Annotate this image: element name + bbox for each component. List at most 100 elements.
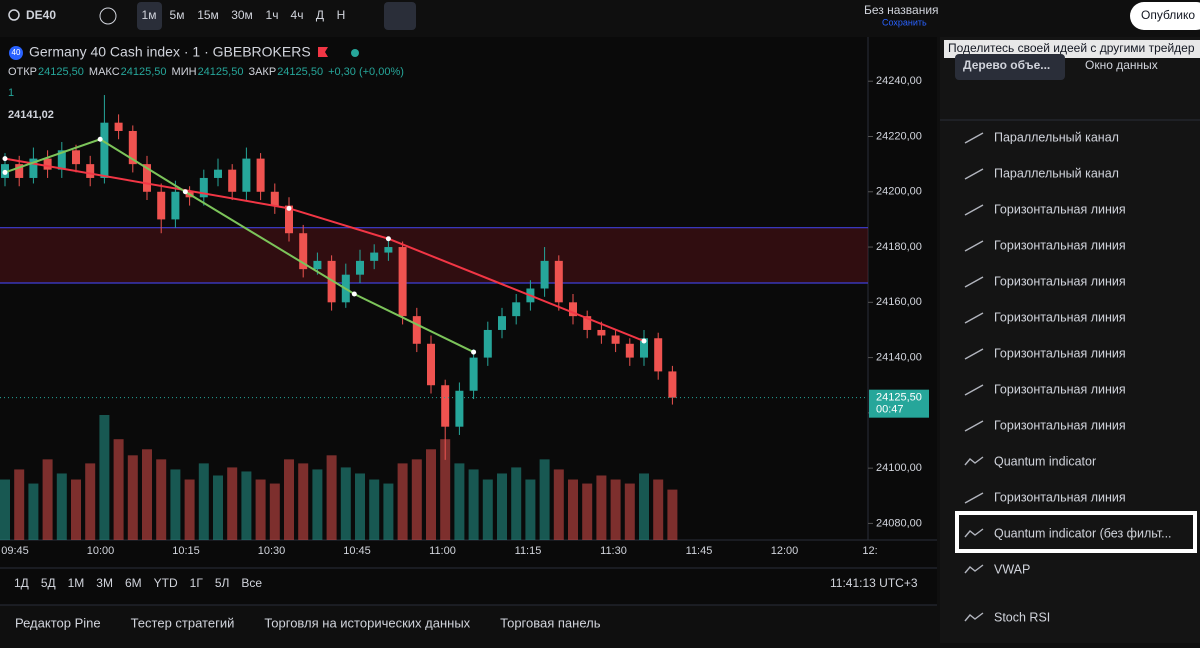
interval[interactable]: 1м <box>142 8 157 22</box>
object-item[interactable]: Горизонтальная линия <box>994 346 1126 360</box>
candle-body <box>114 122 123 131</box>
candle-body <box>498 316 506 330</box>
bottom-tab[interactable]: Торговля на исторических данных <box>264 615 470 630</box>
range[interactable]: 3М <box>96 576 113 590</box>
candle-body <box>654 338 663 372</box>
object-item[interactable]: Горизонтальная линия <box>994 490 1126 504</box>
volume-bar <box>440 439 451 540</box>
item-icon <box>964 564 984 574</box>
anchor <box>286 205 292 211</box>
interval[interactable]: Н <box>337 8 346 22</box>
publish-btn[interactable] <box>1130 2 1200 30</box>
range[interactable]: YTD <box>154 576 178 590</box>
range[interactable]: 1М <box>68 576 85 590</box>
object-item[interactable]: Горизонтальная линия <box>994 418 1126 432</box>
panel-tab[interactable]: Дерево объе... <box>963 58 1050 72</box>
candle-body <box>228 169 237 192</box>
candle-body <box>270 191 279 206</box>
layout-name[interactable]: Без названия <box>864 3 939 17</box>
range[interactable]: 1Д <box>14 576 29 590</box>
object-item[interactable]: Параллельный канал <box>994 166 1119 180</box>
x-tick-label: 12:00 <box>771 545 799 557</box>
x-tick-label: 11:30 <box>600 545 627 557</box>
volume-bar <box>639 473 649 540</box>
candle-body <box>668 371 677 398</box>
volume-bar <box>170 469 181 540</box>
range[interactable]: 5Д <box>41 576 56 590</box>
range[interactable]: 1Г <box>190 576 204 590</box>
object-item[interactable]: Горизонтальная линия <box>994 310 1126 324</box>
anchor <box>2 169 8 175</box>
object-item[interactable]: Quantum indicator <box>994 454 1096 468</box>
search-icon[interactable] <box>8 9 20 21</box>
volume-bar <box>624 483 635 540</box>
y-tick-label: 24100,00 <box>876 462 922 474</box>
volume-bar <box>213 475 223 540</box>
volume-bar <box>511 467 522 540</box>
y-tick-label: 24240,00 <box>876 75 922 87</box>
volume-bar <box>42 459 53 540</box>
object-item[interactable]: Параллельный канал <box>994 130 1119 144</box>
chart-bg <box>0 37 937 605</box>
add-icon[interactable] <box>99 7 117 25</box>
object-item[interactable]: VWAP <box>994 562 1030 576</box>
ohlc-label: ЗАКР <box>248 66 276 78</box>
volume-bar <box>127 455 138 540</box>
candle-body <box>299 233 308 270</box>
candle-body <box>569 302 577 317</box>
volume-bar <box>113 439 124 540</box>
indicator-value: 24141,02 <box>8 109 54 121</box>
save[interactable]: Сохранить <box>882 17 927 27</box>
tooltip: Поделитесь своей идеей с другими трейдер <box>948 41 1195 55</box>
item-icon <box>964 456 984 466</box>
flag[interactable] <box>318 47 328 57</box>
x-tick-label: 09:45 <box>1 545 29 557</box>
interval[interactable]: 5м <box>170 8 185 22</box>
ohlc-label: МИН <box>172 66 197 78</box>
volume-bar <box>156 459 167 540</box>
object-item[interactable]: Горизонтальная линия <box>994 274 1126 288</box>
volume-bar <box>596 475 607 540</box>
badge-text: 40 <box>12 48 21 57</box>
y-tick-label: 24200,00 <box>876 186 922 198</box>
panel-tab[interactable]: Окно данных <box>1085 58 1158 72</box>
publish[interactable]: Опублико <box>1141 8 1195 22</box>
volume-bar <box>298 463 309 540</box>
bottom-tab[interactable]: Редактор Pine <box>15 615 101 630</box>
interval[interactable]: 4ч <box>291 8 304 22</box>
tab-active[interactable] <box>955 54 1065 80</box>
item-icon <box>964 312 984 324</box>
object-item[interactable]: Stoch RSI <box>994 610 1050 624</box>
indicator: 1 <box>8 87 14 99</box>
item-icon <box>964 204 984 216</box>
zone <box>0 227 868 283</box>
candle-body <box>100 122 109 178</box>
volume-bar <box>497 473 507 540</box>
range[interactable]: Все <box>241 576 262 590</box>
x-tick-label: 10:15 <box>172 545 200 557</box>
range[interactable]: 5Л <box>215 576 230 590</box>
range[interactable]: 6М <box>125 576 142 590</box>
object-item[interactable]: Горизонтальная линия <box>994 382 1126 396</box>
bottom-tab[interactable]: Торговая панель <box>500 615 601 630</box>
volume-bar <box>198 463 209 540</box>
object-item[interactable]: Quantum indicator (без фильт... <box>994 526 1172 540</box>
volume-bar <box>383 483 394 540</box>
volume-bar <box>653 479 664 540</box>
interval[interactable]: 30м <box>231 8 253 22</box>
candle-body <box>540 260 549 289</box>
candle-body <box>625 343 634 358</box>
bottom-tab[interactable]: Тестер стратегий <box>131 615 235 630</box>
ohlc-label: ОТКР <box>8 66 37 78</box>
ohlc-value: 24125,50 <box>121 66 167 78</box>
interval[interactable]: Д <box>316 8 324 22</box>
object-item[interactable]: Горизонтальная линия <box>994 238 1126 252</box>
ohlc-value: 24125,50 <box>277 66 323 78</box>
symbol[interactable]: DE40 <box>26 8 56 22</box>
chart-type-bg[interactable] <box>384 2 416 30</box>
interval[interactable]: 1ч <box>266 8 279 22</box>
interval[interactable]: 15м <box>197 8 219 22</box>
volume-bar <box>568 479 578 540</box>
object-item[interactable]: Горизонтальная линия <box>994 202 1126 216</box>
